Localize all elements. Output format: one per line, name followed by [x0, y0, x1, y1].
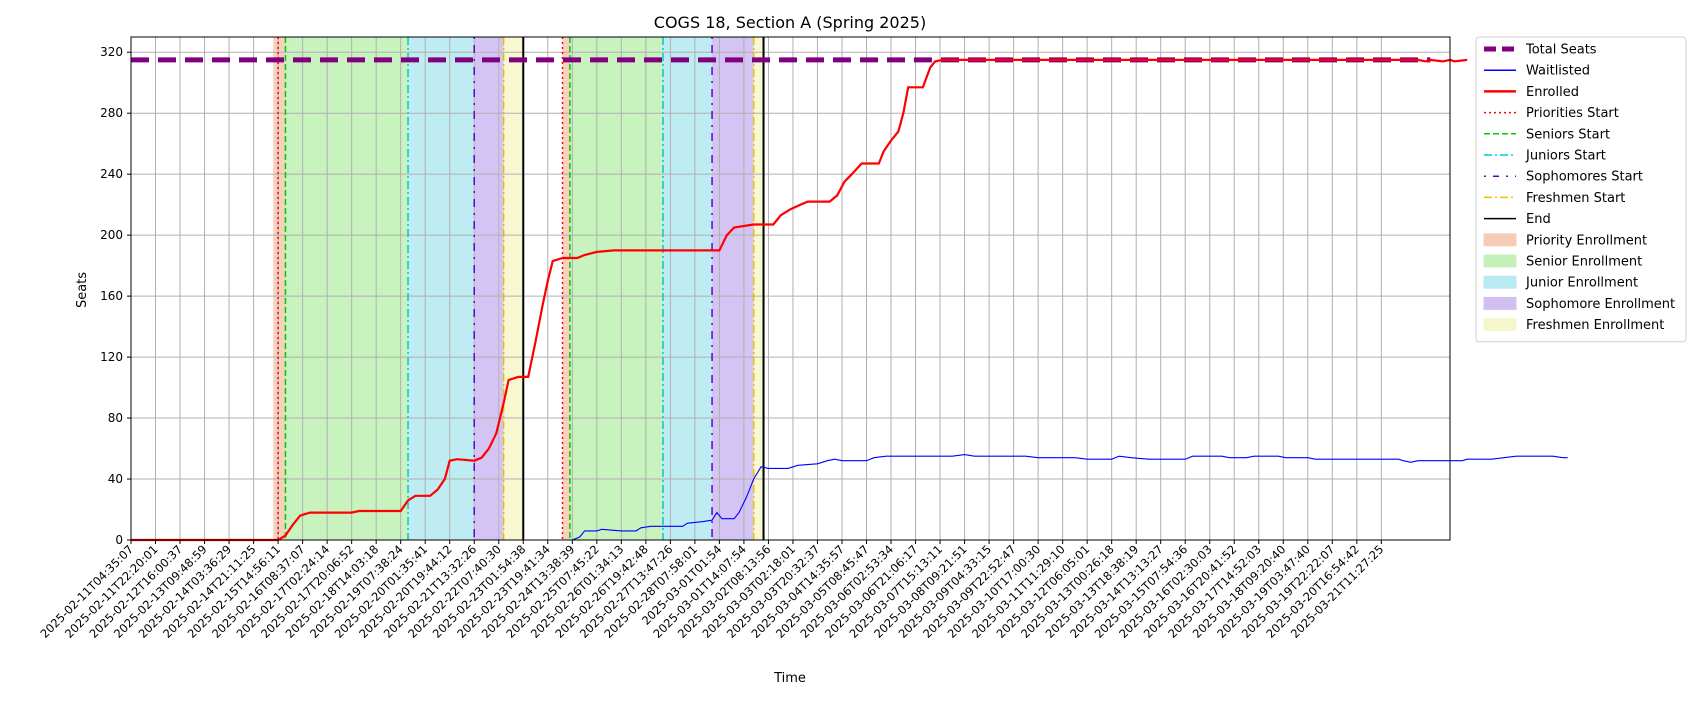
chart-title: COGS 18, Section A (Spring 2025)	[654, 13, 926, 32]
legend-label: Waitlisted	[1526, 64, 1590, 79]
plot-area: 040801201602002402803202025-02-11T04:35:…	[37, 36, 1568, 641]
legend-swatch	[1483, 254, 1517, 268]
legend-label: Freshmen Start	[1526, 191, 1625, 206]
span-junior-enrollment-0	[408, 37, 475, 540]
legend-label: Priorities Start	[1526, 106, 1619, 121]
legend: Total Seats Waitlisted Enrolled Priorities …	[1475, 36, 1687, 343]
span-junior-enrollment-1	[663, 37, 713, 540]
series-waitlisted	[131, 454, 1568, 541]
span-senior-enrollment-1	[569, 37, 664, 540]
legend-swatch	[1483, 233, 1517, 247]
legend-label: Sophomore Enrollment	[1526, 297, 1675, 312]
legend-label: Freshmen Enrollment	[1526, 318, 1664, 333]
span-priority-enrollment-0	[273, 37, 286, 540]
y-tick-label: 0	[115, 533, 123, 547]
span-freshmen-enrollment-1	[753, 37, 764, 540]
legend-label: Enrolled	[1526, 85, 1579, 100]
x-axis-label: Time	[773, 671, 806, 686]
legend-label: End	[1526, 212, 1551, 227]
y-tick-label: 280	[100, 106, 123, 120]
y-tick-label: 320	[100, 45, 123, 59]
y-tick-label: 40	[108, 472, 123, 486]
plot-frame	[130, 36, 1451, 541]
y-tick-label: 80	[108, 411, 123, 425]
span-senior-enrollment-0	[285, 37, 409, 540]
y-tick-label: 160	[100, 289, 123, 303]
legend-label: Juniors Start	[1525, 149, 1606, 164]
legend-label: Junior Enrollment	[1525, 276, 1638, 291]
legend-box	[1475, 36, 1687, 343]
span-priority-enrollment-1	[562, 37, 570, 540]
span-sophomore-enrollment-1	[712, 37, 754, 540]
y-tick-label: 120	[100, 350, 123, 364]
span-freshmen-enrollment-0	[503, 37, 524, 540]
y-tick-label: 240	[100, 167, 123, 181]
legend-label: Seniors Start	[1526, 127, 1610, 142]
y-tick-label: 200	[100, 228, 123, 242]
legend-label: Priority Enrollment	[1526, 233, 1647, 248]
legend-label: Total Seats	[1525, 43, 1597, 58]
series-enrolled	[131, 58, 1468, 542]
legend-swatch	[1483, 275, 1517, 289]
legend-label: Senior Enrollment	[1526, 255, 1642, 270]
legend-swatch	[1483, 296, 1517, 310]
legend-label: Sophomores Start	[1526, 170, 1643, 185]
legend-swatch	[1483, 318, 1517, 332]
y-axis-label: Seats	[75, 272, 90, 308]
